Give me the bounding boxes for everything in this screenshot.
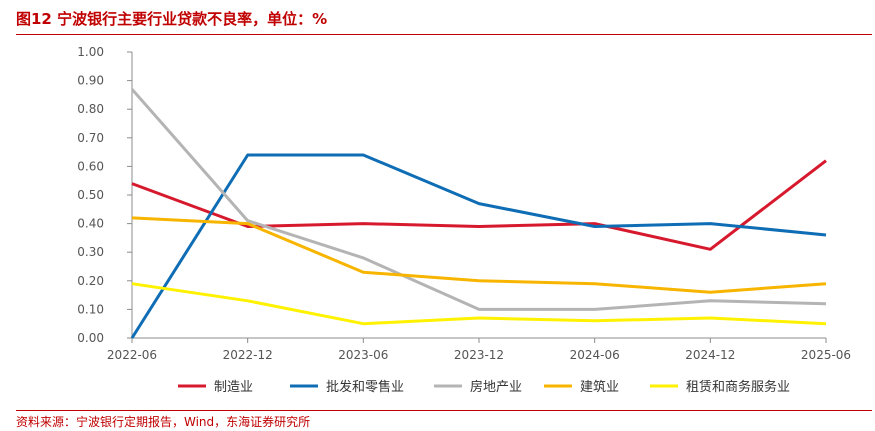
chart-axes: 0.00 0.10 0.20 0.30 0.40 0.50 0.60 0.70 0.80 0.90…	[77, 45, 851, 362]
y-tick-label: 0.00	[77, 331, 104, 345]
series-line-2	[130, 88, 827, 311]
legend-label-2: 房地产业	[470, 379, 522, 395]
x-tick-label: 2024-12	[685, 348, 735, 362]
series-line-3	[131, 216, 827, 294]
series-line-4	[131, 282, 827, 326]
y-tick-label: 0.10	[77, 302, 104, 316]
y-tick-label: 0.70	[77, 131, 104, 145]
y-tick-label: 0.30	[77, 245, 104, 259]
y-tick-label: 1.00	[77, 45, 104, 59]
series-line-1	[130, 153, 827, 339]
x-tick-label: 2022-06	[107, 348, 157, 362]
legend-label-0: 制造业	[214, 380, 253, 395]
y-tick-label: 0.50	[77, 188, 104, 202]
x-tick-label: 2023-06	[338, 348, 388, 362]
x-tick-label: 2023-12	[454, 348, 504, 362]
chart-legend: 制造业 批发和零售业 房地产业 建筑业 租赁和商务服务业	[178, 379, 790, 395]
legend-label-4: 租赁和商务服务业	[686, 379, 790, 395]
y-tick-label: 0.90	[77, 74, 104, 88]
series-line-0	[131, 159, 827, 251]
chart-series	[130, 88, 827, 339]
y-tick-label: 0.80	[77, 102, 104, 116]
x-tick-label: 2025-06	[801, 348, 851, 362]
legend-label-1: 批发和零售业	[326, 379, 404, 395]
y-tick-label: 0.40	[77, 217, 104, 231]
title-divider	[16, 34, 872, 35]
source-note: 资料来源：宁波银行定期报告，Wind，东海证券研究所	[16, 415, 311, 429]
figure-title: 图12 宁波银行主要行业贷款不良率，单位：%	[16, 10, 328, 28]
source-divider	[16, 410, 872, 411]
legend-label-3: 建筑业	[580, 379, 619, 395]
x-tick-label: 2024-06	[570, 348, 620, 362]
y-tick-label: 0.60	[77, 159, 104, 173]
x-tick-label: 2022-12	[223, 348, 273, 362]
y-tick-label: 0.20	[77, 274, 104, 288]
